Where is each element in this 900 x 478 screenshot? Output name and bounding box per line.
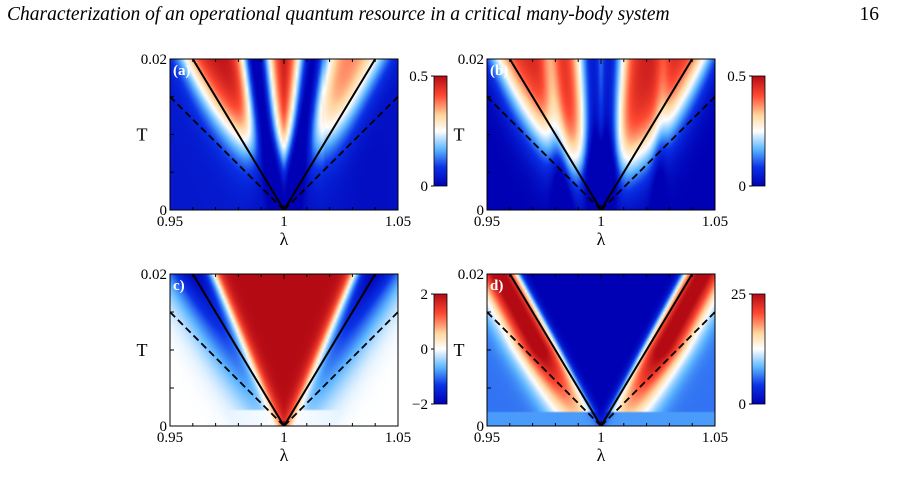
panel-d: 0.95 1 1.05 0 0.02 λ Td) 25 0 [454, 267, 766, 465]
y-tick-label: 0.02 [141, 52, 167, 68]
panel-label: (b) [490, 63, 508, 79]
colorbar [751, 293, 766, 405]
colorbar-tick-label: 2 [421, 287, 429, 303]
panel-label: c) [173, 278, 185, 294]
panel-label: d) [490, 278, 503, 294]
heatmap-image [170, 59, 398, 210]
dashed-line [170, 310, 285, 426]
heatmap-image [170, 274, 398, 426]
crossover-lines [487, 274, 715, 426]
panel-b: 0.95 1 1.05 0 0.02 λ T (b) 0 0.5 [454, 52, 766, 249]
running-header: Characterization of an operational quant… [7, 4, 893, 34]
running-title: Characterization of an operational quant… [7, 4, 670, 25]
dashed-line [487, 310, 602, 426]
x-tick-label: 1.05 [702, 214, 728, 230]
x-tick-label: 1 [597, 214, 605, 230]
y-axis-label: T [454, 340, 465, 360]
colorbar-tick-label: 25 [731, 287, 746, 303]
solid-line [508, 59, 602, 210]
x-tick-label: 1 [597, 430, 605, 446]
colorbar-tick-label: 0 [739, 179, 747, 195]
y-tick-label: 0 [160, 419, 168, 435]
dashed-line [283, 310, 398, 426]
dashed-line [170, 95, 285, 210]
x-tick-label: 0.95 [474, 214, 500, 230]
y-axis-label: T [137, 340, 148, 360]
dashed-line [600, 310, 715, 426]
crossover-lines [170, 59, 398, 210]
x-tick-label: 1.05 [702, 430, 728, 446]
colorbar-tick-label: 0 [739, 397, 747, 413]
heatmap-image [487, 59, 715, 210]
panel-c: 0.95 1 1.05 0 0.02 λ Tc) 2 0 −2 [137, 267, 448, 465]
solid-line [191, 59, 285, 210]
y-tick-label: 0 [160, 203, 168, 219]
solid-line [283, 59, 377, 210]
panels: 0.95 1 1.05 0 0.02 λ T (a) 0 0.5 0.95 1 1.05 0 0.02 λ T (… [137, 52, 766, 465]
x-tick-label: 1.05 [385, 214, 411, 230]
page-number: 16 [859, 4, 880, 25]
y-axis-label: T [137, 125, 148, 145]
x-tick-label: 0.95 [157, 430, 183, 446]
solid-line [600, 274, 694, 426]
x-axis-label: λ [597, 445, 606, 465]
x-axis-label: λ [597, 229, 606, 249]
x-tick-label: 1 [280, 214, 288, 230]
x-tick-label: 1 [280, 430, 288, 446]
colorbar-tick-label: 0 [421, 342, 429, 358]
dashed-line [283, 95, 398, 210]
y-tick-label: 0 [477, 419, 485, 435]
y-axis-label: T [454, 125, 465, 145]
y-tick-label: 0.02 [141, 267, 167, 283]
colorbar [751, 75, 766, 187]
heatmap-image [487, 274, 715, 426]
colorbar [433, 75, 448, 187]
crossover-lines [170, 274, 398, 426]
x-axis-label: λ [280, 229, 289, 249]
dashed-line [487, 95, 602, 210]
x-tick-label: 0.95 [474, 430, 500, 446]
solid-line [283, 274, 377, 426]
x-axis-label: λ [280, 445, 289, 465]
y-tick-label: 0 [477, 203, 485, 219]
colorbar-tick-label: −2 [412, 397, 428, 413]
colorbar-tick-label: 0.5 [409, 69, 428, 85]
panel-a: 0.95 1 1.05 0 0.02 λ T (a) 0 0.5 [137, 52, 448, 249]
y-tick-label: 0.02 [458, 52, 484, 68]
colorbar-tick-label: 0 [421, 179, 429, 195]
panel-label: (a) [173, 63, 191, 79]
colorbar [433, 293, 448, 405]
crossover-lines [487, 59, 715, 210]
solid-line [508, 274, 602, 426]
colorbar-tick-label: 0.5 [727, 69, 746, 85]
solid-line [600, 59, 694, 210]
y-tick-label: 0.02 [458, 267, 484, 283]
x-tick-label: 1.05 [385, 430, 411, 446]
x-tick-label: 0.95 [157, 214, 183, 230]
dashed-line [600, 95, 715, 210]
solid-line [191, 274, 285, 426]
